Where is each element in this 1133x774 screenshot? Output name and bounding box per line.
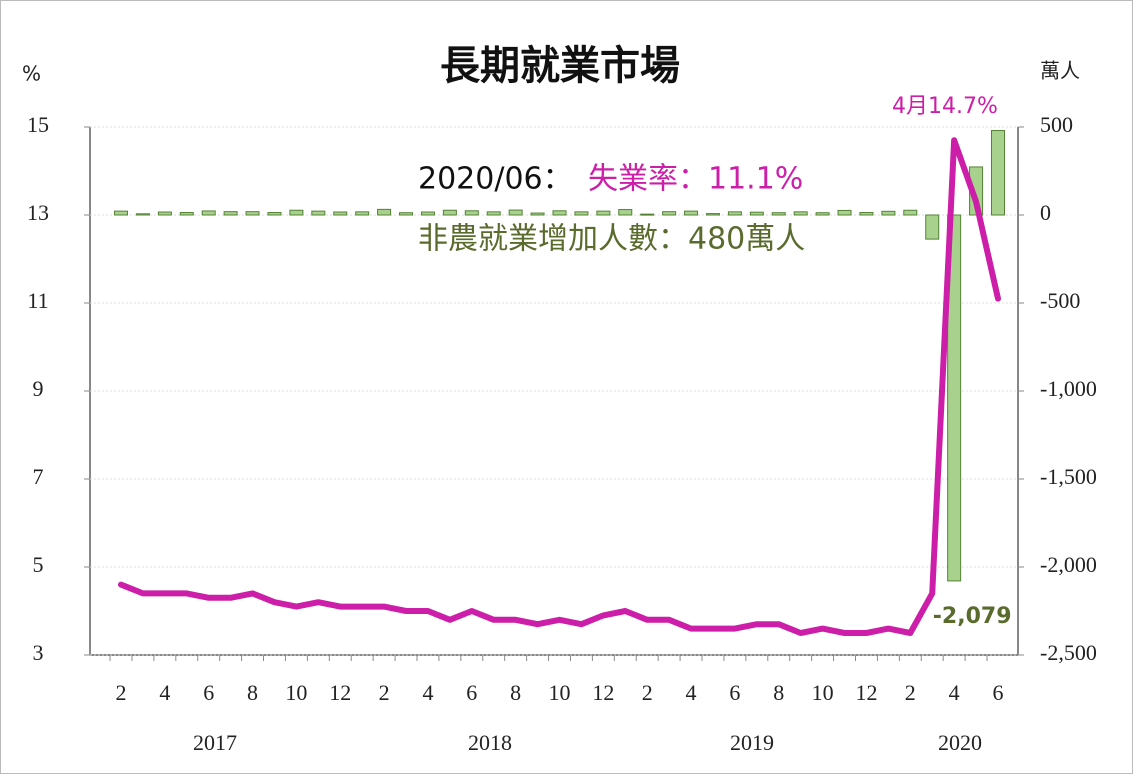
bar: [837, 209, 852, 216]
x-tick-label: 4: [159, 680, 170, 705]
bar: [925, 214, 940, 240]
y2-tick-label: 0: [1040, 200, 1051, 225]
bar: [552, 210, 567, 216]
x-tick-label: 6: [729, 680, 740, 705]
bar: [793, 211, 808, 216]
y2-tick-label: -500: [1040, 288, 1080, 313]
x-tick-label: 2: [642, 680, 653, 705]
bar: [508, 209, 523, 216]
bar: [749, 211, 764, 216]
year-label: 2018: [468, 730, 512, 755]
annotation-rate: 失業率：11.1%: [588, 162, 803, 197]
bar: [727, 211, 742, 216]
bar: [442, 209, 457, 216]
x-tick-label: 2: [116, 680, 127, 705]
annotation-payroll: 非農就業增加人數：480萬人: [418, 222, 805, 257]
peak-label: 4月14.7%: [892, 94, 998, 119]
y2-tick-label: -1,500: [1040, 464, 1097, 489]
bar-value-label: -2,079: [933, 604, 1012, 629]
x-tick-label: 2: [379, 680, 390, 705]
year-label: 2020: [938, 730, 982, 755]
y-tick-label: 5: [33, 552, 44, 577]
bar: [530, 212, 545, 216]
y-axis-label: %: [22, 62, 41, 86]
x-tick-label: 6: [993, 680, 1004, 705]
bar: [179, 212, 194, 216]
bar: [289, 209, 304, 216]
bar: [399, 212, 414, 216]
bar: [859, 212, 874, 216]
x-tick-label: 8: [247, 680, 258, 705]
bar: [574, 211, 589, 216]
y-tick-label: 15: [27, 112, 49, 137]
bar: [420, 211, 435, 216]
x-tick-label: 4: [949, 680, 960, 705]
y-tick-label: 7: [33, 464, 44, 489]
x-tick-label: 12: [592, 680, 614, 705]
year-label: 2017: [193, 730, 237, 755]
bar: [311, 210, 326, 216]
x-tick-label: 12: [329, 680, 351, 705]
x-tick-label: 4: [422, 680, 433, 705]
bar: [377, 208, 392, 216]
bar: [903, 209, 918, 216]
bar: [333, 211, 348, 216]
bar: [947, 214, 962, 582]
bar: [662, 211, 677, 216]
bar: [705, 213, 720, 216]
bar: [486, 211, 501, 216]
x-tick-label: 2: [905, 680, 916, 705]
bar: [355, 211, 370, 216]
bar: [596, 210, 611, 216]
bar: [991, 130, 1005, 216]
y2-axis-label: 萬人: [1040, 59, 1080, 83]
bar: [267, 212, 282, 216]
bar: [684, 210, 699, 216]
chart-title: 長期就業市場: [440, 43, 680, 89]
y-tick-label: 13: [27, 200, 49, 225]
y2-tick-label: -2,500: [1040, 640, 1097, 665]
bar: [618, 209, 633, 216]
bar: [771, 212, 786, 216]
bar: [464, 210, 479, 216]
y-tick-label: 11: [27, 288, 48, 313]
bar: [881, 210, 896, 216]
bar: [135, 213, 150, 216]
bar: [157, 211, 172, 216]
y2-tick-label: 500: [1040, 112, 1073, 137]
x-tick-label: 6: [203, 680, 214, 705]
x-tick-label: 8: [510, 680, 521, 705]
bar: [201, 210, 216, 216]
bar: [114, 210, 128, 216]
bar: [245, 211, 260, 216]
bar: [815, 212, 830, 216]
x-tick-label: 10: [285, 680, 307, 705]
x-tick-label: 4: [686, 680, 697, 705]
x-tick-label: 6: [466, 680, 477, 705]
annotation-date: 2020/06：: [418, 162, 573, 197]
y2-tick-label: -1,000: [1040, 376, 1097, 401]
y2-tick-label: -2,000: [1040, 552, 1097, 577]
y-tick-label: 9: [33, 376, 44, 401]
x-tick-label: 12: [855, 680, 877, 705]
x-tick-label: 8: [773, 680, 784, 705]
bar: [223, 211, 238, 216]
bar: [640, 213, 655, 216]
line: [118, 137, 1001, 636]
x-tick-label: 10: [549, 680, 571, 705]
year-label: 2019: [730, 730, 774, 755]
x-tick-label: 10: [812, 680, 834, 705]
y-tick-label: 3: [33, 640, 44, 665]
